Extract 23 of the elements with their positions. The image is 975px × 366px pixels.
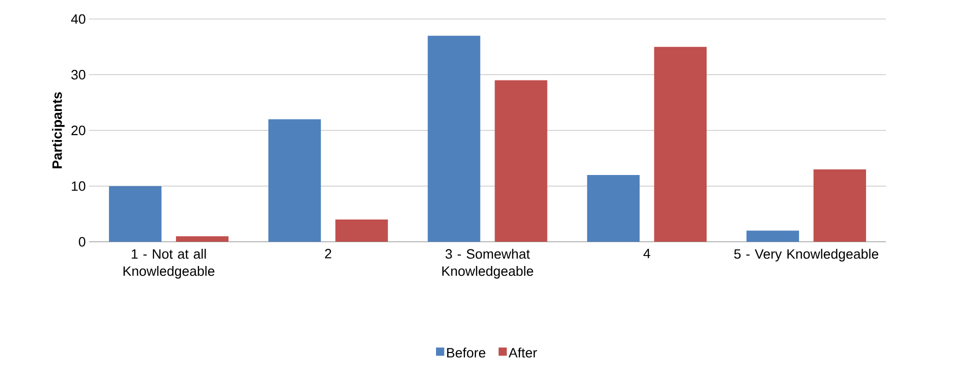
bar (814, 169, 866, 242)
bar (268, 119, 321, 242)
x-tick-label: 1 - Not at all Knowledgeable (124, 248, 214, 279)
bar (428, 36, 480, 242)
y-axis-title: Participants (52, 92, 65, 168)
bar (176, 236, 229, 242)
bar (494, 80, 548, 242)
y-tick-label: 40 (71, 14, 86, 24)
legend-label: Before (447, 348, 486, 358)
x-tick-label: 3 - Somewhat Knowledgeable (442, 248, 534, 279)
x-tick-label: 4 (643, 248, 650, 258)
y-tick-label: 30 (71, 70, 86, 80)
bar (654, 46, 707, 242)
bar (746, 230, 800, 242)
bar (335, 220, 388, 242)
x-tick-label: 5 - Very Knowledgeable (734, 248, 878, 262)
y-tick-label: 20 (71, 126, 86, 136)
y-tick-label: 0 (78, 237, 86, 247)
x-tick-label: 2 (325, 248, 332, 258)
bar (587, 175, 640, 242)
legend-label: After (508, 348, 537, 358)
y-tick-label: 10 (72, 181, 86, 191)
bar (108, 186, 162, 242)
